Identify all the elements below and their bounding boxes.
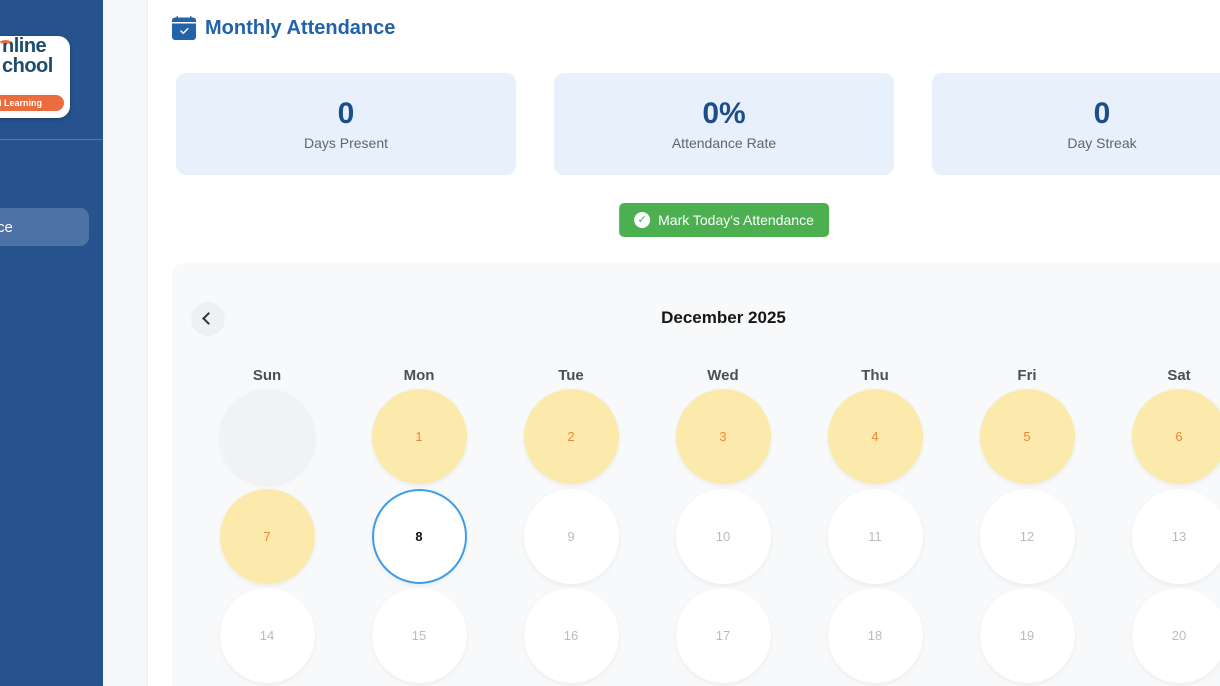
- calendar-check-icon: [172, 16, 196, 40]
- calendar-day-7: 7: [219, 488, 315, 584]
- calendar-day-3: 3: [675, 389, 771, 485]
- mark-attendance-label: Mark Today's Attendance: [658, 212, 814, 228]
- calendar-day-15: 15: [371, 588, 467, 684]
- calendar-day-headers: Sun Mon Tue Wed Thu Fri Sat: [191, 367, 1220, 384]
- calendar-day-cell: 2: [495, 387, 647, 487]
- calendar-day-cell: 9: [495, 487, 647, 587]
- prev-month-button[interactable]: [191, 302, 225, 336]
- sidebar-item-attendance[interactable]: ce: [0, 208, 89, 246]
- logo: nline chool ehli Learning: [0, 36, 70, 118]
- calendar-day-cell: 12: [951, 487, 1103, 587]
- calendar-day-10: 10: [675, 488, 771, 584]
- calendar-day-cell: 8: [343, 487, 495, 587]
- logo-swoosh-icon: [0, 40, 13, 49]
- calendar-day-1: 1: [371, 389, 467, 485]
- logo-text-line2: chool: [2, 55, 53, 77]
- stat-value: 0: [1093, 96, 1111, 130]
- content-gutter: [103, 0, 148, 686]
- calendar-day-13: 13: [1131, 488, 1220, 584]
- day-header-thu: Thu: [861, 367, 889, 384]
- logo-badge: ehli Learning: [0, 95, 64, 111]
- calendar-day-empty: [219, 389, 315, 485]
- calendar-day-cell: 7: [191, 487, 343, 587]
- calendar-day-cell: 4: [799, 387, 951, 487]
- day-header-wed: Wed: [707, 367, 739, 384]
- calendar-day-14: 14: [219, 588, 315, 684]
- calendar-day-6: 6: [1131, 389, 1220, 485]
- day-header-fri: Fri: [1017, 367, 1037, 384]
- stat-value: 0%: [702, 96, 746, 130]
- sidebar-divider: [0, 139, 103, 140]
- calendar-day-16: 16: [523, 588, 619, 684]
- calendar-day-cell: 3: [647, 387, 799, 487]
- calendar-grid: 1 2 3 4 5 6 7 8 9 10 11 12 13 14 15 16 17 18 19 20: [191, 387, 1220, 686]
- stat-label: Days Present: [303, 134, 389, 151]
- day-header-sat: Sat: [1167, 367, 1191, 384]
- day-header-tue: Tue: [558, 367, 584, 384]
- calendar-day-cell: 20: [1103, 586, 1220, 686]
- calendar-day-4: 4: [827, 389, 923, 485]
- calendar-day-cell: 19: [951, 586, 1103, 686]
- stat-value: 0: [337, 96, 355, 130]
- logo-text-line1: nline: [2, 35, 47, 57]
- stat-card-days-present: 0 Days Present: [176, 73, 516, 175]
- calendar-day-cell: 11: [799, 487, 951, 587]
- calendar-day-11: 11: [827, 488, 923, 584]
- calendar-day-18: 18: [827, 588, 923, 684]
- day-header-mon: Mon: [403, 367, 435, 384]
- calendar-day-9: 9: [523, 488, 619, 584]
- stat-label: Attendance Rate: [671, 134, 777, 151]
- calendar-day-12: 12: [979, 488, 1075, 584]
- calendar-day-8: 8: [371, 488, 467, 584]
- calendar-day-cell: 5: [951, 387, 1103, 487]
- stat-label: Day Streak: [1067, 134, 1137, 151]
- calendar-title: December 2025: [661, 308, 786, 327]
- calendar-day-19: 19: [979, 588, 1075, 684]
- stat-card-attendance-rate: 0% Attendance Rate: [554, 73, 894, 175]
- stats-row: 0 Days Present 0% Attendance Rate 0 Day …: [176, 73, 1220, 175]
- calendar-day-17: 17: [675, 588, 771, 684]
- page-title: Monthly Attendance: [205, 17, 396, 39]
- calendar-day-cell: 15: [343, 586, 495, 686]
- day-header-sun: Sun: [252, 367, 282, 384]
- mark-attendance-button[interactable]: ✓ Mark Today's Attendance: [619, 203, 829, 237]
- sidebar: nline chool ehli Learning ce: [0, 0, 103, 686]
- calendar-day-cell: 17: [647, 586, 799, 686]
- calendar-day-5: 5: [979, 389, 1075, 485]
- calendar-day-cell: [191, 387, 343, 487]
- calendar-day-cell: 16: [495, 586, 647, 686]
- calendar-day-cell: 1: [343, 387, 495, 487]
- main-content: Monthly Attendance 0 Days Present 0% Att…: [148, 0, 1220, 686]
- check-circle-icon: ✓: [634, 212, 651, 228]
- stat-card-day-streak: 0 Day Streak: [932, 73, 1220, 175]
- calendar-day-cell: 18: [799, 586, 951, 686]
- calendar-day-cell: 13: [1103, 487, 1220, 587]
- calendar-day-cell: 6: [1103, 387, 1220, 487]
- calendar-day-cell: 10: [647, 487, 799, 587]
- page-header: Monthly Attendance: [172, 14, 395, 42]
- calendar-day-2: 2: [523, 389, 619, 485]
- calendar-panel: December 2025 Sun Mon Tue Wed Thu Fri Sa…: [172, 263, 1220, 686]
- calendar-day-20: 20: [1131, 588, 1220, 684]
- sidebar-item-label: ce: [0, 218, 13, 236]
- calendar-day-cell: 14: [191, 586, 343, 686]
